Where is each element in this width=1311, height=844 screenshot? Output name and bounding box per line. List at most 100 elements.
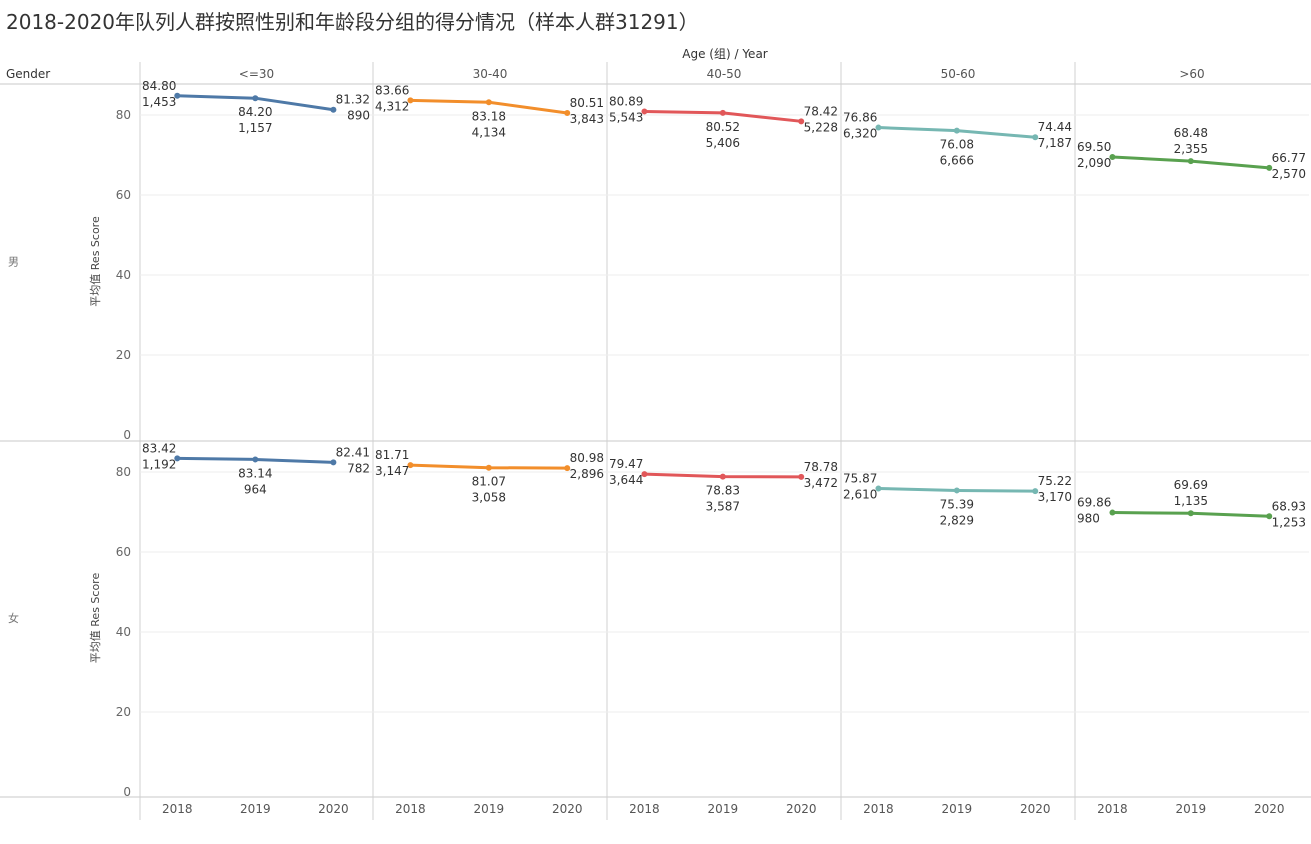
data-label: 80.51 bbox=[570, 96, 604, 110]
data-point bbox=[719, 473, 726, 480]
count-label: 3,147 bbox=[375, 464, 409, 478]
data-label: 75.22 bbox=[1038, 474, 1072, 488]
count-label: 1,192 bbox=[142, 457, 176, 471]
y-axis-title: 平均值 Res Score bbox=[89, 216, 102, 307]
count-label: 1,453 bbox=[142, 95, 176, 109]
data-point bbox=[330, 106, 337, 113]
count-label: 1,157 bbox=[238, 121, 272, 135]
count-label: 5,406 bbox=[706, 136, 740, 150]
data-point bbox=[252, 456, 259, 463]
x-tick-label: 2019 bbox=[1176, 802, 1207, 816]
count-label: 3,170 bbox=[1038, 490, 1072, 504]
data-point bbox=[1266, 513, 1273, 520]
data-label: 83.18 bbox=[472, 109, 506, 123]
panel-male: 男 平均值 Res Score 0 20 40 60 80 84.80 1,453 84.20 1,… bbox=[8, 79, 1309, 442]
data-point bbox=[798, 118, 805, 125]
x-tick-label: 2018 bbox=[1097, 802, 1128, 816]
count-label: 7,187 bbox=[1038, 136, 1072, 150]
column-header: Age (组) / Year Gender <=30 30-40 40-50 50-60 >… bbox=[6, 47, 1205, 81]
y-tick-label: 0 bbox=[123, 428, 131, 442]
x-tick-label: 2018 bbox=[629, 802, 660, 816]
y-tick-label: 80 bbox=[116, 465, 131, 479]
x-tick-label: 2020 bbox=[1020, 802, 1051, 816]
data-point bbox=[485, 99, 492, 106]
y-tick-label: 0 bbox=[123, 785, 131, 799]
data-label: 83.14 bbox=[238, 466, 272, 480]
data-label: 84.20 bbox=[238, 105, 272, 119]
gender-label: 男 bbox=[8, 256, 19, 269]
y-tick-label: 60 bbox=[116, 188, 131, 202]
data-point bbox=[174, 455, 181, 462]
data-point bbox=[407, 462, 414, 469]
x-tick-label: 2019 bbox=[708, 802, 739, 816]
x-tick-label: 2019 bbox=[942, 802, 973, 816]
data-label: 75.87 bbox=[843, 472, 877, 486]
count-label: 3,644 bbox=[609, 473, 643, 487]
data-label: 69.50 bbox=[1077, 140, 1111, 154]
chart-panels: 男平均值 Res Score02040608084.801,45384.201,… bbox=[8, 79, 1309, 799]
data-label: 81.71 bbox=[375, 448, 409, 462]
count-label: 3,058 bbox=[472, 491, 506, 505]
count-label: 890 bbox=[347, 109, 370, 123]
data-point bbox=[798, 473, 805, 480]
x-tick-label: 2020 bbox=[318, 802, 349, 816]
age-group-label: 40-50 bbox=[707, 67, 742, 81]
y-tick-label: 40 bbox=[116, 268, 131, 282]
count-label: 2,610 bbox=[843, 488, 877, 502]
data-point bbox=[1266, 164, 1273, 171]
data-label: 79.47 bbox=[609, 457, 643, 471]
data-point bbox=[1032, 488, 1039, 495]
y-tick-label: 20 bbox=[116, 348, 131, 362]
x-tick-label: 2018 bbox=[162, 802, 193, 816]
data-label: 81.07 bbox=[472, 475, 506, 489]
data-label: 84.80 bbox=[142, 79, 176, 93]
data-point bbox=[407, 97, 414, 104]
age-group-label: 50-60 bbox=[941, 67, 976, 81]
y-axis-title: 平均值 Res Score bbox=[89, 573, 102, 664]
x-tick-label: 2019 bbox=[240, 802, 271, 816]
rows-title: Gender bbox=[6, 67, 50, 81]
y-tick-label: 80 bbox=[116, 108, 131, 122]
count-label: 2,570 bbox=[1272, 167, 1306, 181]
age-group-label: >60 bbox=[1179, 67, 1204, 81]
data-point bbox=[641, 471, 648, 478]
data-label: 78.42 bbox=[804, 104, 838, 118]
data-label: 69.86 bbox=[1077, 496, 1111, 510]
count-label: 5,543 bbox=[609, 110, 643, 124]
data-point bbox=[1187, 510, 1194, 517]
count-label: 3,472 bbox=[804, 476, 838, 490]
count-label: 3,843 bbox=[570, 112, 604, 126]
data-point bbox=[953, 487, 960, 494]
x-tick-label: 2019 bbox=[474, 802, 505, 816]
age-group-label: 30-40 bbox=[473, 67, 508, 81]
panel-female: 女 平均值 Res Score 0 20 40 60 80 83.42 1,192 83.14 96… bbox=[8, 441, 1309, 799]
count-label: 1,135 bbox=[1174, 494, 1208, 508]
data-label: 83.66 bbox=[375, 83, 409, 97]
count-label: 782 bbox=[347, 461, 370, 475]
data-label: 74.44 bbox=[1038, 120, 1072, 134]
data-point bbox=[1109, 509, 1116, 516]
data-label: 68.93 bbox=[1272, 499, 1306, 513]
data-point bbox=[641, 108, 648, 115]
data-label: 81.32 bbox=[336, 93, 370, 107]
count-label: 3,587 bbox=[706, 500, 740, 514]
count-label: 2,829 bbox=[940, 513, 974, 527]
y-tick-label: 40 bbox=[116, 625, 131, 639]
x-axis: 2018 2019 2020 2018 2019 2020 2018 2019 2020 2018… bbox=[162, 802, 1284, 816]
data-point bbox=[719, 109, 726, 116]
data-label: 66.77 bbox=[1272, 151, 1306, 165]
data-label: 82.41 bbox=[336, 445, 370, 459]
count-label: 5,228 bbox=[804, 120, 838, 134]
x-tick-label: 2020 bbox=[1254, 802, 1285, 816]
y-tick-label: 20 bbox=[116, 705, 131, 719]
count-label: 2,090 bbox=[1077, 156, 1111, 170]
data-point bbox=[1032, 134, 1039, 141]
count-label: 964 bbox=[244, 482, 267, 496]
data-point bbox=[875, 485, 882, 492]
data-label: 80.52 bbox=[706, 120, 740, 134]
count-label: 4,312 bbox=[375, 99, 409, 113]
data-label: 80.89 bbox=[609, 94, 643, 108]
data-point bbox=[485, 464, 492, 471]
data-point bbox=[564, 465, 571, 472]
